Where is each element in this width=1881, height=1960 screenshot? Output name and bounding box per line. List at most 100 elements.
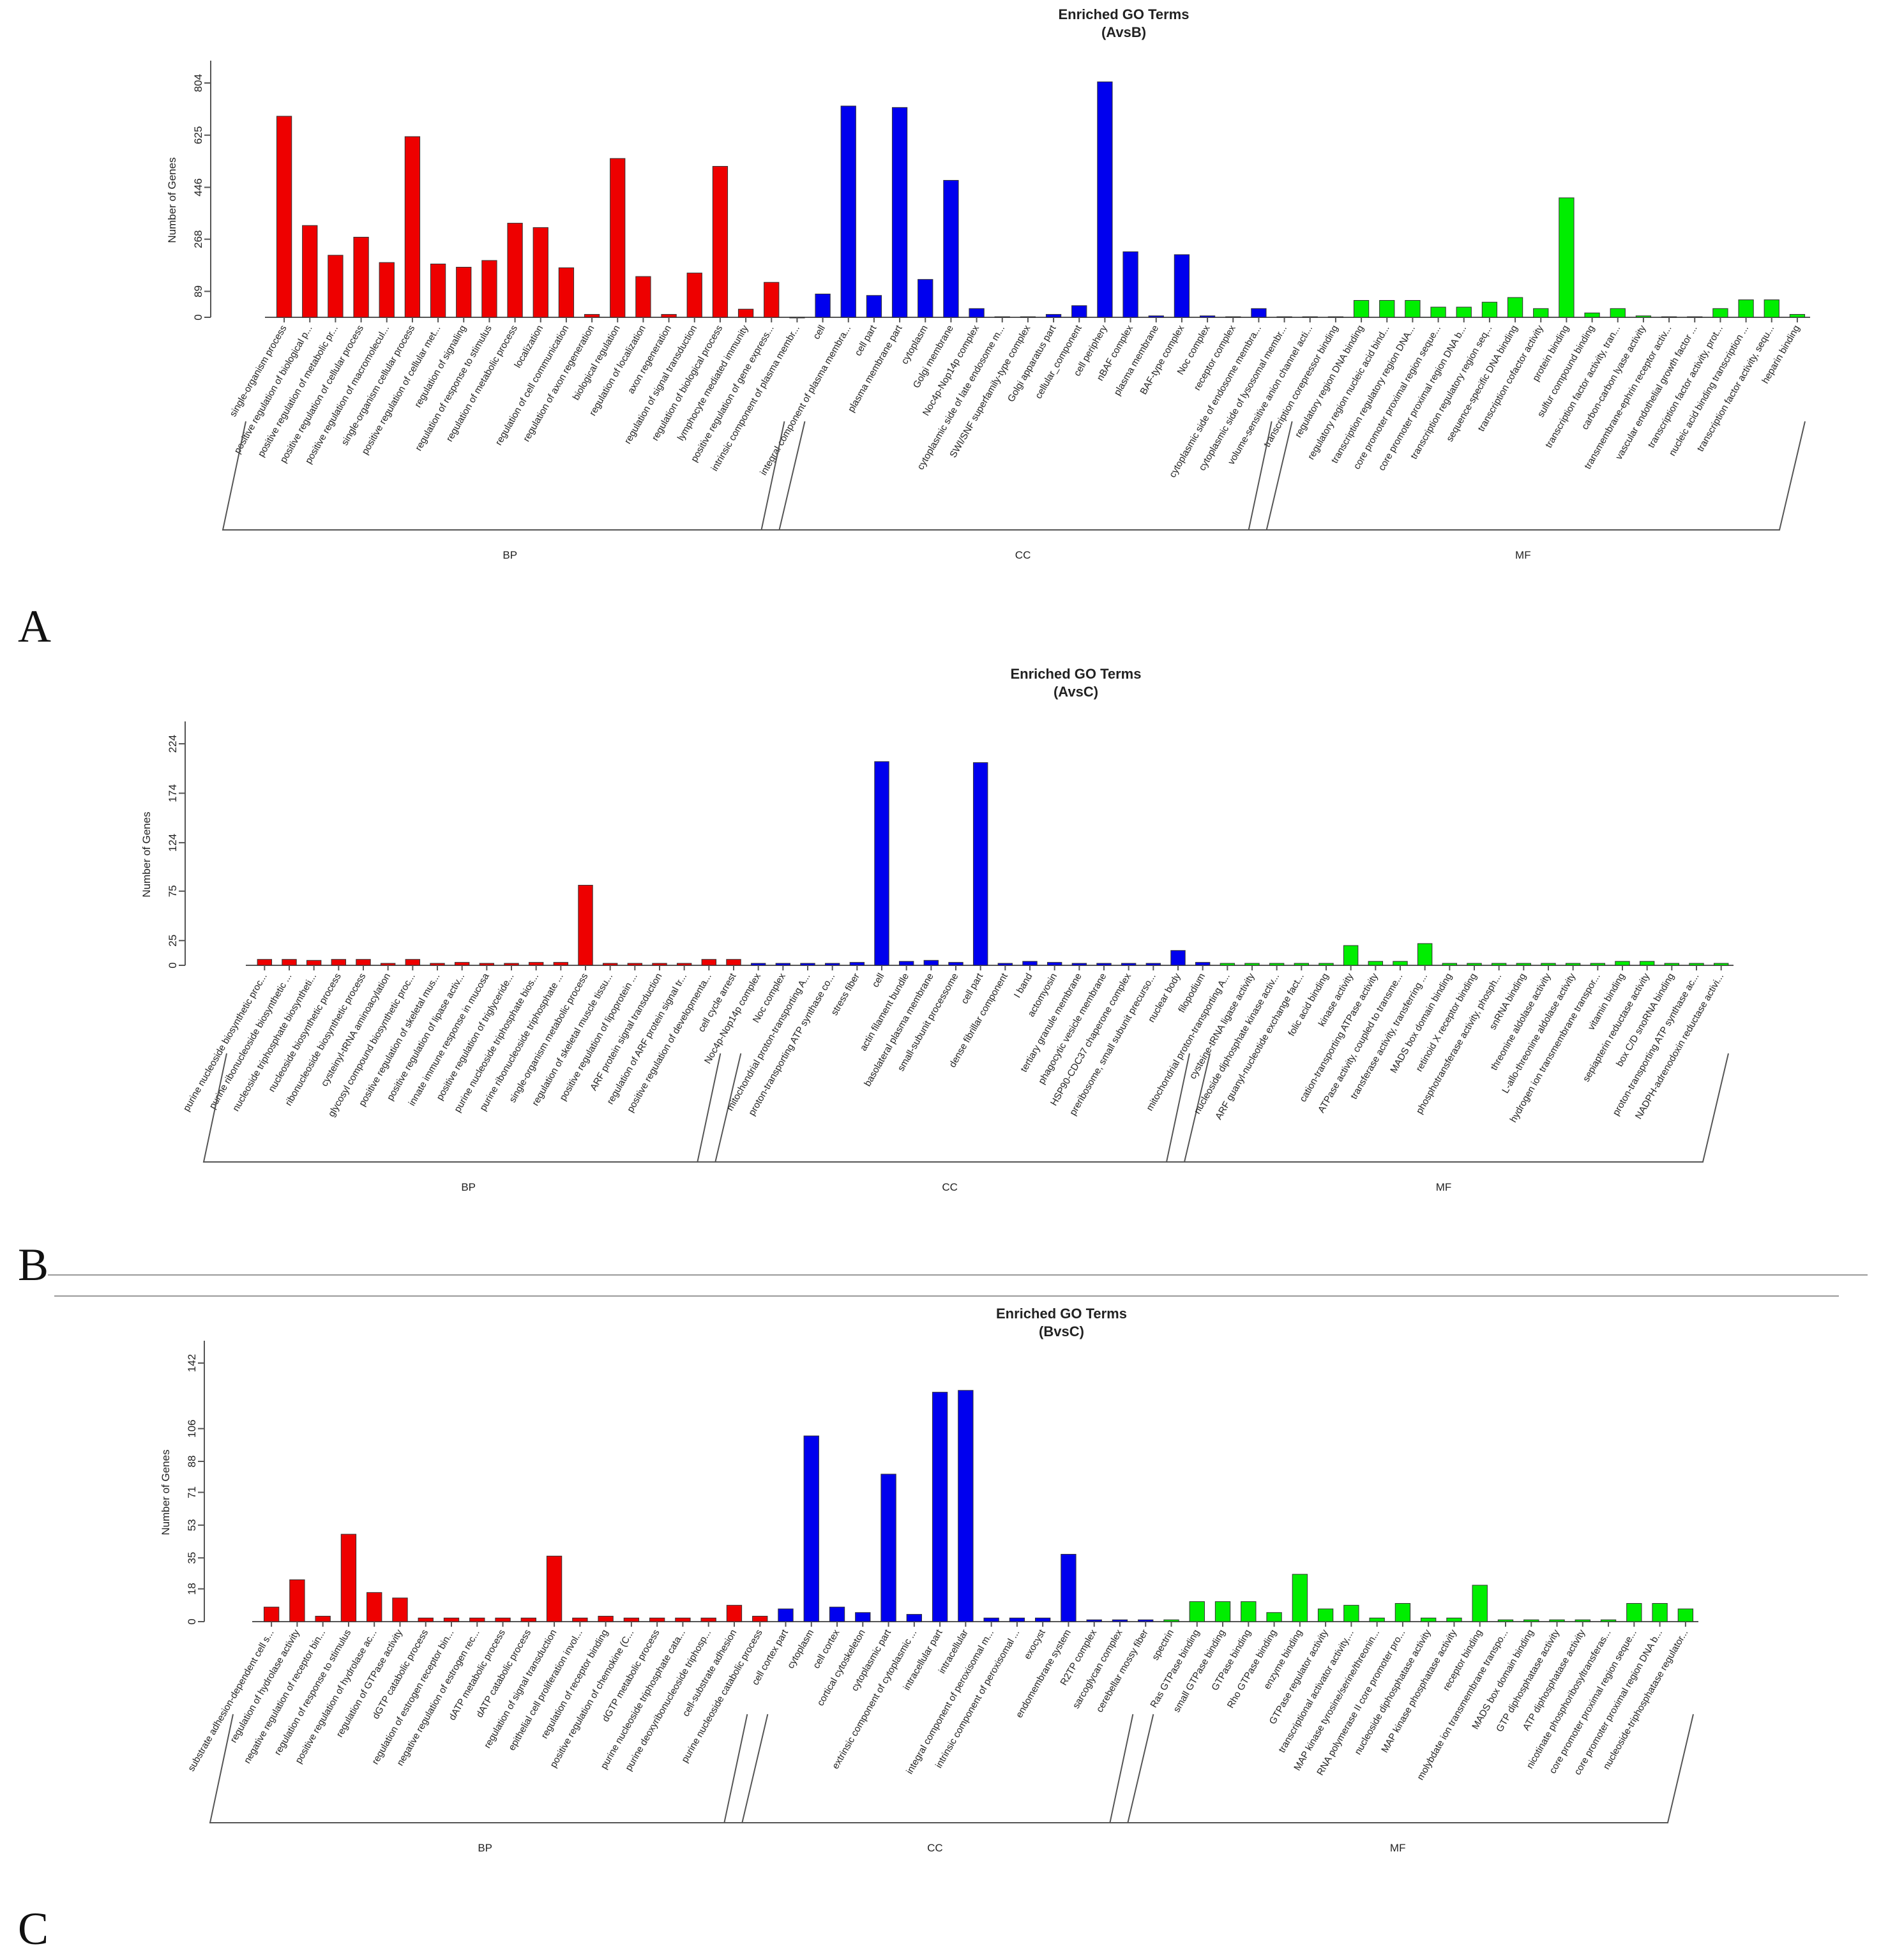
bar-bp: [405, 959, 421, 966]
bar-mf: [1635, 315, 1652, 318]
bar-cc: [1097, 81, 1113, 318]
bar-bp: [456, 266, 472, 318]
bar-cc: [923, 960, 939, 966]
bar-mf: [1379, 300, 1395, 318]
bar-mf: [1368, 961, 1384, 966]
bar-mf: [1317, 1608, 1334, 1622]
group-label-mf: MF: [1436, 1181, 1452, 1193]
category-label: plasma membrane part: [846, 323, 905, 414]
category-label: integral component of plasma membra...: [758, 324, 853, 478]
bar-mf: [1343, 945, 1359, 966]
y-tick-label: 18: [186, 1583, 198, 1595]
bar-mf: [1610, 308, 1626, 318]
bar-cc: [1086, 1619, 1102, 1622]
bar-mf: [1712, 308, 1728, 318]
bar-mf: [1394, 1602, 1411, 1622]
category-label: spectrin: [1150, 1628, 1176, 1662]
panel-letter: B: [18, 1239, 49, 1290]
group-label-bp: BP: [502, 549, 517, 561]
bar-mf: [1652, 1602, 1668, 1622]
bar-bp: [635, 276, 651, 318]
bar-bp: [675, 1617, 691, 1622]
bar-mf: [1417, 943, 1433, 966]
bar-mf: [1292, 1574, 1308, 1622]
group-label-bp: BP: [478, 1842, 492, 1854]
y-tick-label: 89: [192, 285, 204, 298]
bar-mf: [1664, 963, 1680, 966]
bar-mf: [1507, 297, 1523, 318]
bar-cc: [849, 961, 865, 966]
category-label: exocyst: [1022, 1627, 1048, 1661]
bar-bp: [392, 1597, 408, 1622]
bar-mf: [1442, 963, 1458, 966]
bar-cc: [972, 762, 988, 966]
bar-bp: [712, 166, 729, 318]
bar-bp: [627, 963, 643, 966]
bar-mf: [1713, 963, 1729, 966]
bar-cc: [750, 963, 766, 966]
bar-bp: [289, 1579, 305, 1622]
bar-mf: [1214, 1601, 1231, 1622]
y-axis-label: Number of Genes: [140, 811, 153, 897]
bar-bp: [302, 225, 318, 318]
y-tick-label: 71: [186, 1486, 198, 1498]
bar-bp: [481, 260, 497, 318]
bar-bp: [553, 961, 569, 966]
bar-mf: [1541, 963, 1556, 966]
chart-title: Enriched GO Terms: [1011, 666, 1142, 682]
category-label: cell part: [852, 323, 879, 358]
bar-bp: [315, 1615, 331, 1622]
bar-mf: [1430, 306, 1446, 318]
bar-cc: [906, 1614, 923, 1622]
bar-cc: [778, 1608, 794, 1622]
bar-mf: [1626, 1602, 1642, 1622]
bar-mf: [1764, 299, 1779, 318]
bar-bp: [558, 267, 575, 318]
category-label: cellular_component: [1033, 323, 1084, 401]
bar-bp: [752, 1615, 768, 1622]
bar-cc: [1148, 315, 1164, 318]
bar-bp: [328, 255, 344, 318]
bar-bp: [701, 959, 717, 966]
bar-bp: [404, 136, 421, 318]
bar-mf: [1456, 306, 1472, 318]
bar-bp: [282, 959, 297, 966]
bar-mf: [1497, 1619, 1514, 1622]
bar-bp: [700, 1617, 716, 1622]
y-tick-label: 0: [167, 962, 179, 968]
bar-cc: [898, 961, 914, 966]
bar-bp: [602, 963, 618, 966]
bar-cc: [1174, 254, 1190, 318]
bar-cc: [1121, 963, 1137, 966]
bar-bp: [737, 308, 754, 318]
bar-mf: [1789, 313, 1806, 318]
y-tick-label: 804: [192, 74, 204, 92]
bar-mf: [1481, 301, 1498, 318]
bar-mf: [1353, 300, 1370, 318]
bar-bp: [430, 263, 446, 318]
bar-cc: [1195, 961, 1211, 966]
bar-bp: [331, 959, 347, 966]
bar-mf: [1516, 963, 1532, 966]
y-tick-label: 0: [192, 314, 204, 320]
bar-bp: [379, 262, 395, 318]
bar-cc: [1096, 963, 1112, 966]
bar-cc: [866, 295, 882, 318]
bar-cc: [855, 1612, 871, 1622]
bar-bp: [276, 116, 292, 318]
group-label-mf: MF: [1515, 549, 1531, 561]
bar-bp: [263, 1606, 280, 1622]
chart-title: Enriched GO Terms: [996, 1306, 1127, 1322]
bar-bp: [356, 959, 371, 966]
bar-bp: [257, 959, 273, 966]
group-bracket-cc: [760, 421, 1293, 531]
bar-cc: [1170, 950, 1186, 966]
category-label: cell: [870, 972, 886, 990]
chart-panel-b: Enriched GO Terms (AvsC) 0 25 75 124 174 224 Num…: [18, 666, 1734, 1290]
bar-cc: [943, 179, 959, 318]
bar-cc: [880, 1474, 896, 1622]
bar-cc: [1122, 251, 1138, 318]
y-tick-label: 75: [167, 885, 179, 897]
bar-mf: [1393, 961, 1408, 966]
bar-mf: [1472, 1585, 1488, 1622]
